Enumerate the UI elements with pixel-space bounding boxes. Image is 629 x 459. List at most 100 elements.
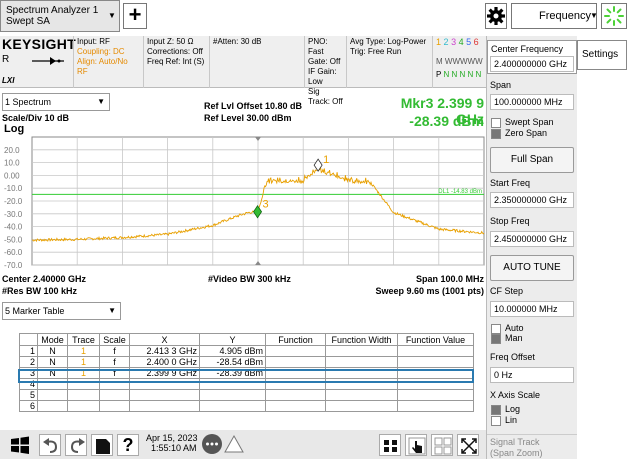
marker-table-cell [265,345,326,357]
scale-div-label[interactable]: Scale/Div 10 dB [2,113,70,123]
ref-level[interactable]: Ref Level 30.00 dBm [204,113,292,123]
warning-button[interactable] [223,433,245,455]
touch-button[interactable] [405,434,427,456]
help-button[interactable]: ? [117,434,139,456]
add-screen-button[interactable]: + [123,3,147,29]
pno-settings[interactable]: PNO: Fast Gate: Off IF Gain: Low Sig Tra… [304,36,346,106]
softkey-label: Center Frequency [491,44,564,54]
video-bw-label[interactable]: #Video BW 300 kHz [208,274,291,284]
swept-span-indicator [491,118,501,128]
window-layout-button[interactable] [431,434,453,456]
undo-icon [43,438,58,453]
marker-table-cell [397,345,474,357]
window-label: 1 Spectrum [5,97,52,107]
mode-dropdown-icon[interactable]: ▼ [108,11,116,20]
settings-gear-button[interactable] [485,3,507,29]
softkey-auto-man[interactable]: Auto Man [487,322,577,348]
input-settings[interactable]: Input: RF Coupling: DC Align: Auto/No RF [73,36,143,88]
col-header [19,333,38,346]
status-info-bar: KEYSIGHT R LXI Input: RF Coupling: DC Al… [0,36,486,106]
marker-table-cell [265,400,326,412]
marker-table-cell: f [99,356,130,368]
cf-step-input[interactable]: 10.000000 MHz [490,301,574,317]
marker-table-cell: 2.400 0 GHz [129,356,200,368]
message-button[interactable] [201,433,223,455]
marker-table-cell [67,400,100,412]
y-tick-label: 10.0 [4,159,20,168]
fullscreen-button[interactable] [457,434,479,456]
marker-table-row[interactable]: 6 [19,400,474,412]
softkey-swept-zero-span[interactable]: Swept Span Zero Span [487,116,577,144]
gate-label: Gate: Off [308,57,341,66]
softkey-cf-step[interactable]: CF Step [487,286,577,322]
marker-table-row[interactable]: 2 N 1 f 2.400 0 GHz -28.54 dBm [19,356,474,368]
marker-table-cell: 2 [19,356,38,368]
marker-table-cell [37,400,68,412]
marker-table-cell [325,389,398,401]
marker-table-row[interactable]: 5 [19,389,474,401]
tab-settings[interactable]: Settings [577,40,627,70]
softkey-signal-track[interactable]: Signal Track (Span Zoom) [487,434,577,459]
marker-table-cell [99,400,130,412]
lxi-logo: LXI [2,76,15,85]
busy-indicator [601,3,627,29]
time-label: 1:55:10 AM [151,443,197,453]
marker-table-cell [325,356,398,368]
grid-icon [384,440,397,452]
stop-freq-input[interactable]: 2.450000000 GHz [490,231,574,247]
mode-tab[interactable]: Spectrum Analyzer 1 Swept SA [0,0,120,32]
menu-dropdown-icon[interactable]: ▼ [590,11,598,20]
softkey-label: CF Step [490,286,524,296]
attenuation-settings[interactable]: #Atten: 30 dB [209,36,304,88]
freq-offset-input[interactable]: 0 Hz [490,367,574,383]
spectrum-plot[interactable]: 20.0 10.0 0.00 -10.0 -20.0 -30.0 -40.0 -50.0 -60… [0,130,486,274]
softkey-start-freq[interactable]: Start Freq [487,178,577,214]
marker-table-cell: 5 [19,389,38,401]
softkey-stop-freq[interactable]: Stop Freq [487,216,577,252]
windows-start-button[interactable] [9,434,31,456]
marker-table-row[interactable]: 1 N 1 f 2.413 3 GHz 4.905 dBm [19,345,474,357]
marker-table-cell [129,389,200,401]
file-button[interactable] [91,434,113,456]
active-marker-freq[interactable]: Mkr3 2.399 9 GHz [400,95,484,127]
undo-button[interactable] [39,434,61,456]
center-freq-label[interactable]: Center 2.40000 GHz [2,274,87,284]
y-tick-label: -30.0 [4,210,23,219]
folder-icon [96,439,110,454]
layout-grid-button[interactable] [379,434,401,456]
full-span-button[interactable]: Full Span [490,147,574,173]
zero-span-indicator [491,129,501,139]
window-select-spectrum[interactable]: 1 Spectrum ▼ [2,93,110,111]
man-indicator [491,334,501,344]
date-label: Apr 15, 2023 [146,433,198,443]
redo-button[interactable] [65,434,87,456]
auto-tune-button[interactable]: AUTO TUNE [490,255,574,281]
window-select-marker-table[interactable]: 5 Marker Table ▼ [2,302,121,320]
softkey-label: Start Freq [490,178,531,188]
span-label[interactable]: Span 100.0 MHz [415,274,484,284]
y-tick-label: -10.0 [4,184,23,193]
keysight-logo: KEYSIGHT [2,36,76,52]
log-indicator [491,405,501,415]
span-input[interactable]: 100.000000 MHz [490,94,574,110]
input-arrow-icon [32,57,64,65]
avg-trig-settings[interactable]: Avg Type: Log-Power Trig: Free Run [346,36,432,88]
corrections-settings[interactable]: Input Z: 50 Ω Corrections: Off Freq Ref:… [143,36,209,88]
center-freq-input[interactable]: 2.400000000 GHz [490,56,574,72]
sweep-label[interactable]: Sweep 9.60 ms (1001 pts) [375,286,484,296]
softkey-span[interactable]: Span [487,80,577,116]
active-marker-amplitude[interactable]: -28.39 dBm [409,113,484,129]
ref-level-offset[interactable]: Ref Lvl Offset 10.80 dB [204,101,303,111]
menu-select-frequency[interactable]: Frequency [511,3,597,29]
redo-icon [70,438,85,453]
res-bw-label[interactable]: #Res BW 100 kHz [2,286,78,296]
y-tick-label: -60.0 [4,248,23,257]
start-freq-input[interactable]: 2.350000000 GHz [490,192,574,208]
col-header-function: Function [265,333,326,346]
coupling-label: Coupling: DC [77,47,125,56]
softkey-x-axis-scale[interactable]: X Axis Scale Log Lin [487,390,577,430]
trace-status[interactable]: 1 2 3 4 5 6 M WWWWW P N N N N N [432,36,486,88]
softkey-freq-offset[interactable]: Freq Offset [487,352,577,388]
sig-track-label: Sig Track: Off [308,87,343,106]
marker-table-cell: 1 [67,345,100,357]
